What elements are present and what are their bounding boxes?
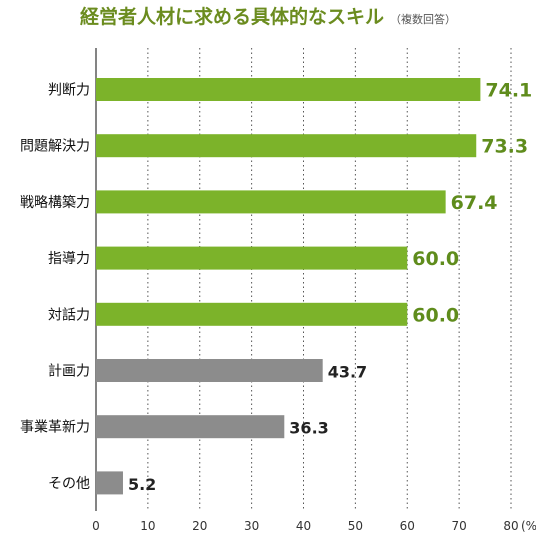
x-tick-label: 0 (92, 519, 100, 533)
x-tick-label: 40 (296, 519, 311, 533)
bar (96, 190, 446, 214)
chart-subtitle: （複数回答） (390, 13, 456, 26)
data-label: 5.2 (128, 475, 156, 494)
x-tick-label: 80 (503, 519, 518, 533)
chart-title: 経営者人材に求める具体的なスキル （複数回答） (0, 2, 536, 29)
bar (96, 134, 477, 158)
data-label: 36.3 (289, 419, 328, 438)
category-label: 判断力 (48, 83, 90, 99)
chart-title-text: 経営者人材に求める具体的なスキル (79, 6, 384, 28)
data-label: 73.3 (481, 136, 528, 158)
bar (96, 471, 123, 495)
x-tick-label: 50 (348, 519, 363, 533)
bar (96, 246, 408, 270)
category-label: 問題解決力 (20, 139, 90, 155)
category-label: 指導力 (48, 251, 90, 267)
data-label: 60.0 (412, 304, 459, 326)
x-axis-unit: (%) (521, 519, 536, 533)
x-tick-label: 60 (400, 519, 415, 533)
category-label: 計画力 (48, 364, 90, 380)
bar (96, 359, 323, 382)
category-label: 戦略構築力 (20, 195, 90, 211)
data-label: 74.1 (485, 80, 532, 102)
data-label: 67.4 (451, 192, 498, 214)
data-label: 60.0 (412, 248, 459, 270)
bar (96, 302, 408, 326)
x-tick-label: 30 (244, 519, 259, 533)
x-tick-label: 20 (192, 519, 207, 533)
x-tick-label: 70 (451, 519, 466, 533)
category-label: 対話力 (48, 306, 90, 323)
category-label: 事業革新力 (20, 420, 90, 436)
x-tick-label: 10 (140, 519, 155, 533)
bar (96, 78, 481, 101)
bar (96, 415, 285, 439)
category-label: その他 (48, 476, 90, 492)
data-label: 43.7 (328, 363, 367, 382)
